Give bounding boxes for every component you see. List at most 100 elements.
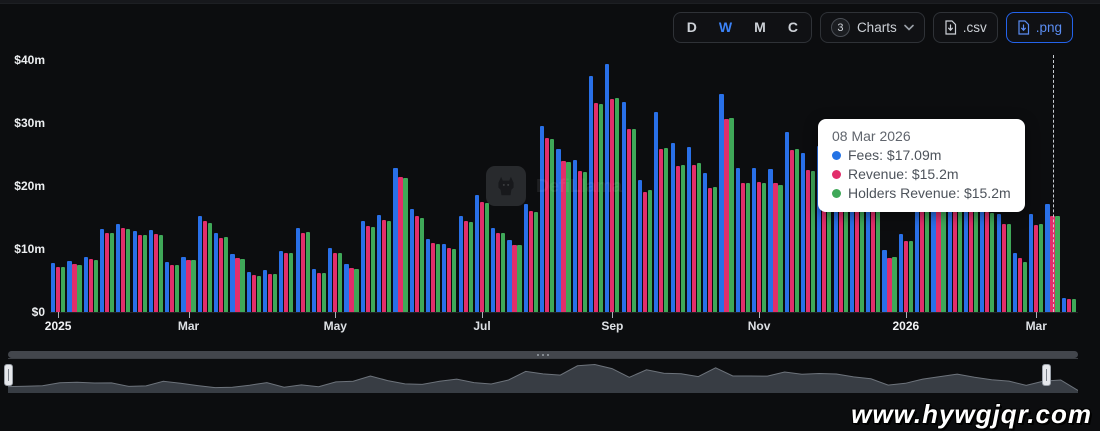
bar[interactable] (61, 267, 66, 312)
bar[interactable] (973, 192, 979, 312)
bar[interactable] (377, 214, 382, 312)
bar[interactable] (859, 190, 865, 312)
bar[interactable] (435, 243, 441, 312)
navigator-area[interactable] (8, 358, 1078, 393)
bar[interactable] (762, 183, 767, 312)
bar[interactable] (605, 64, 610, 312)
bar[interactable] (887, 257, 892, 312)
bar[interactable] (463, 221, 468, 312)
bar[interactable] (533, 211, 538, 312)
bar[interactable] (88, 259, 93, 312)
bar[interactable] (430, 243, 436, 312)
bar[interactable] (67, 260, 72, 312)
bar[interactable] (109, 233, 115, 312)
bar[interactable] (83, 256, 88, 312)
bar[interactable] (126, 228, 131, 312)
bar[interactable] (577, 170, 582, 312)
bar[interactable] (142, 235, 147, 312)
bar[interactable] (512, 244, 517, 312)
bar[interactable] (202, 220, 207, 312)
bar[interactable] (810, 170, 816, 312)
bar[interactable] (866, 193, 871, 312)
bar[interactable] (474, 195, 480, 312)
bar[interactable] (272, 274, 278, 312)
bar[interactable] (93, 259, 98, 312)
range-daily-button[interactable]: D (686, 19, 697, 35)
bar[interactable] (104, 232, 110, 312)
bar[interactable] (752, 168, 757, 312)
bar[interactable] (72, 264, 77, 312)
bar[interactable] (354, 268, 359, 312)
bar[interactable] (1017, 258, 1023, 312)
bar[interactable] (338, 253, 343, 312)
bar[interactable] (854, 189, 860, 312)
bar[interactable] (871, 204, 876, 312)
navigator-scrollbar[interactable] (8, 351, 1078, 358)
bar[interactable] (262, 269, 268, 312)
bar[interactable] (686, 146, 691, 312)
bar[interactable] (833, 150, 838, 312)
bar[interactable] (952, 167, 957, 312)
bar[interactable] (849, 176, 855, 312)
bar[interactable] (99, 228, 105, 312)
bar[interactable] (545, 138, 550, 312)
bar[interactable] (920, 206, 925, 312)
bar[interactable] (1012, 252, 1018, 312)
bar[interactable] (740, 183, 745, 312)
bar[interactable] (805, 170, 811, 312)
bar[interactable] (794, 149, 799, 312)
bar[interactable] (843, 167, 848, 312)
bar[interactable] (647, 190, 653, 312)
bar[interactable] (941, 187, 946, 312)
bar[interactable] (556, 149, 561, 312)
bar[interactable] (256, 276, 261, 312)
bar[interactable] (540, 126, 545, 312)
bar[interactable] (77, 264, 82, 312)
bar[interactable] (1045, 204, 1050, 312)
bar[interactable] (235, 258, 240, 312)
bar[interactable] (1029, 213, 1034, 312)
bar[interactable] (599, 104, 604, 312)
bar[interactable] (778, 184, 783, 312)
bar[interactable] (333, 252, 338, 312)
bar[interactable] (642, 191, 648, 312)
bar[interactable] (153, 233, 159, 312)
bar[interactable] (680, 165, 685, 312)
bar[interactable] (507, 240, 512, 312)
bar[interactable] (414, 216, 419, 312)
bar[interactable] (838, 165, 843, 312)
bar[interactable] (789, 150, 794, 312)
bar[interactable] (729, 117, 734, 312)
bar[interactable] (703, 173, 708, 312)
bar[interactable] (675, 166, 680, 312)
bar[interactable] (501, 233, 506, 312)
bar[interactable] (903, 241, 908, 312)
range-monthly-button[interactable]: M (754, 19, 766, 35)
range-weekly-button[interactable]: W (718, 19, 733, 35)
bar[interactable] (491, 227, 496, 312)
bar[interactable] (664, 147, 669, 312)
bar[interactable] (582, 171, 587, 312)
bar[interactable] (957, 168, 962, 312)
bar[interactable] (425, 238, 431, 312)
bar[interactable] (589, 75, 594, 312)
bar[interactable] (251, 275, 256, 312)
bar[interactable] (784, 131, 789, 312)
bar[interactable] (626, 129, 631, 312)
bar[interactable] (925, 206, 930, 312)
bar[interactable] (224, 237, 229, 312)
bar[interactable] (1034, 225, 1039, 312)
bar[interactable] (822, 160, 827, 312)
charts-dropdown[interactable]: 3 Charts (819, 12, 925, 43)
bar[interactable] (447, 248, 452, 312)
bar[interactable] (458, 215, 463, 312)
bar[interactable] (51, 263, 56, 312)
bar[interactable] (550, 139, 555, 312)
brush-handle-left[interactable] (4, 364, 13, 386)
bar[interactable] (484, 203, 490, 312)
bar[interactable] (817, 145, 822, 312)
bar[interactable] (631, 129, 636, 312)
bar[interactable] (990, 213, 995, 312)
bar[interactable] (735, 167, 740, 312)
bar[interactable] (1001, 223, 1006, 312)
